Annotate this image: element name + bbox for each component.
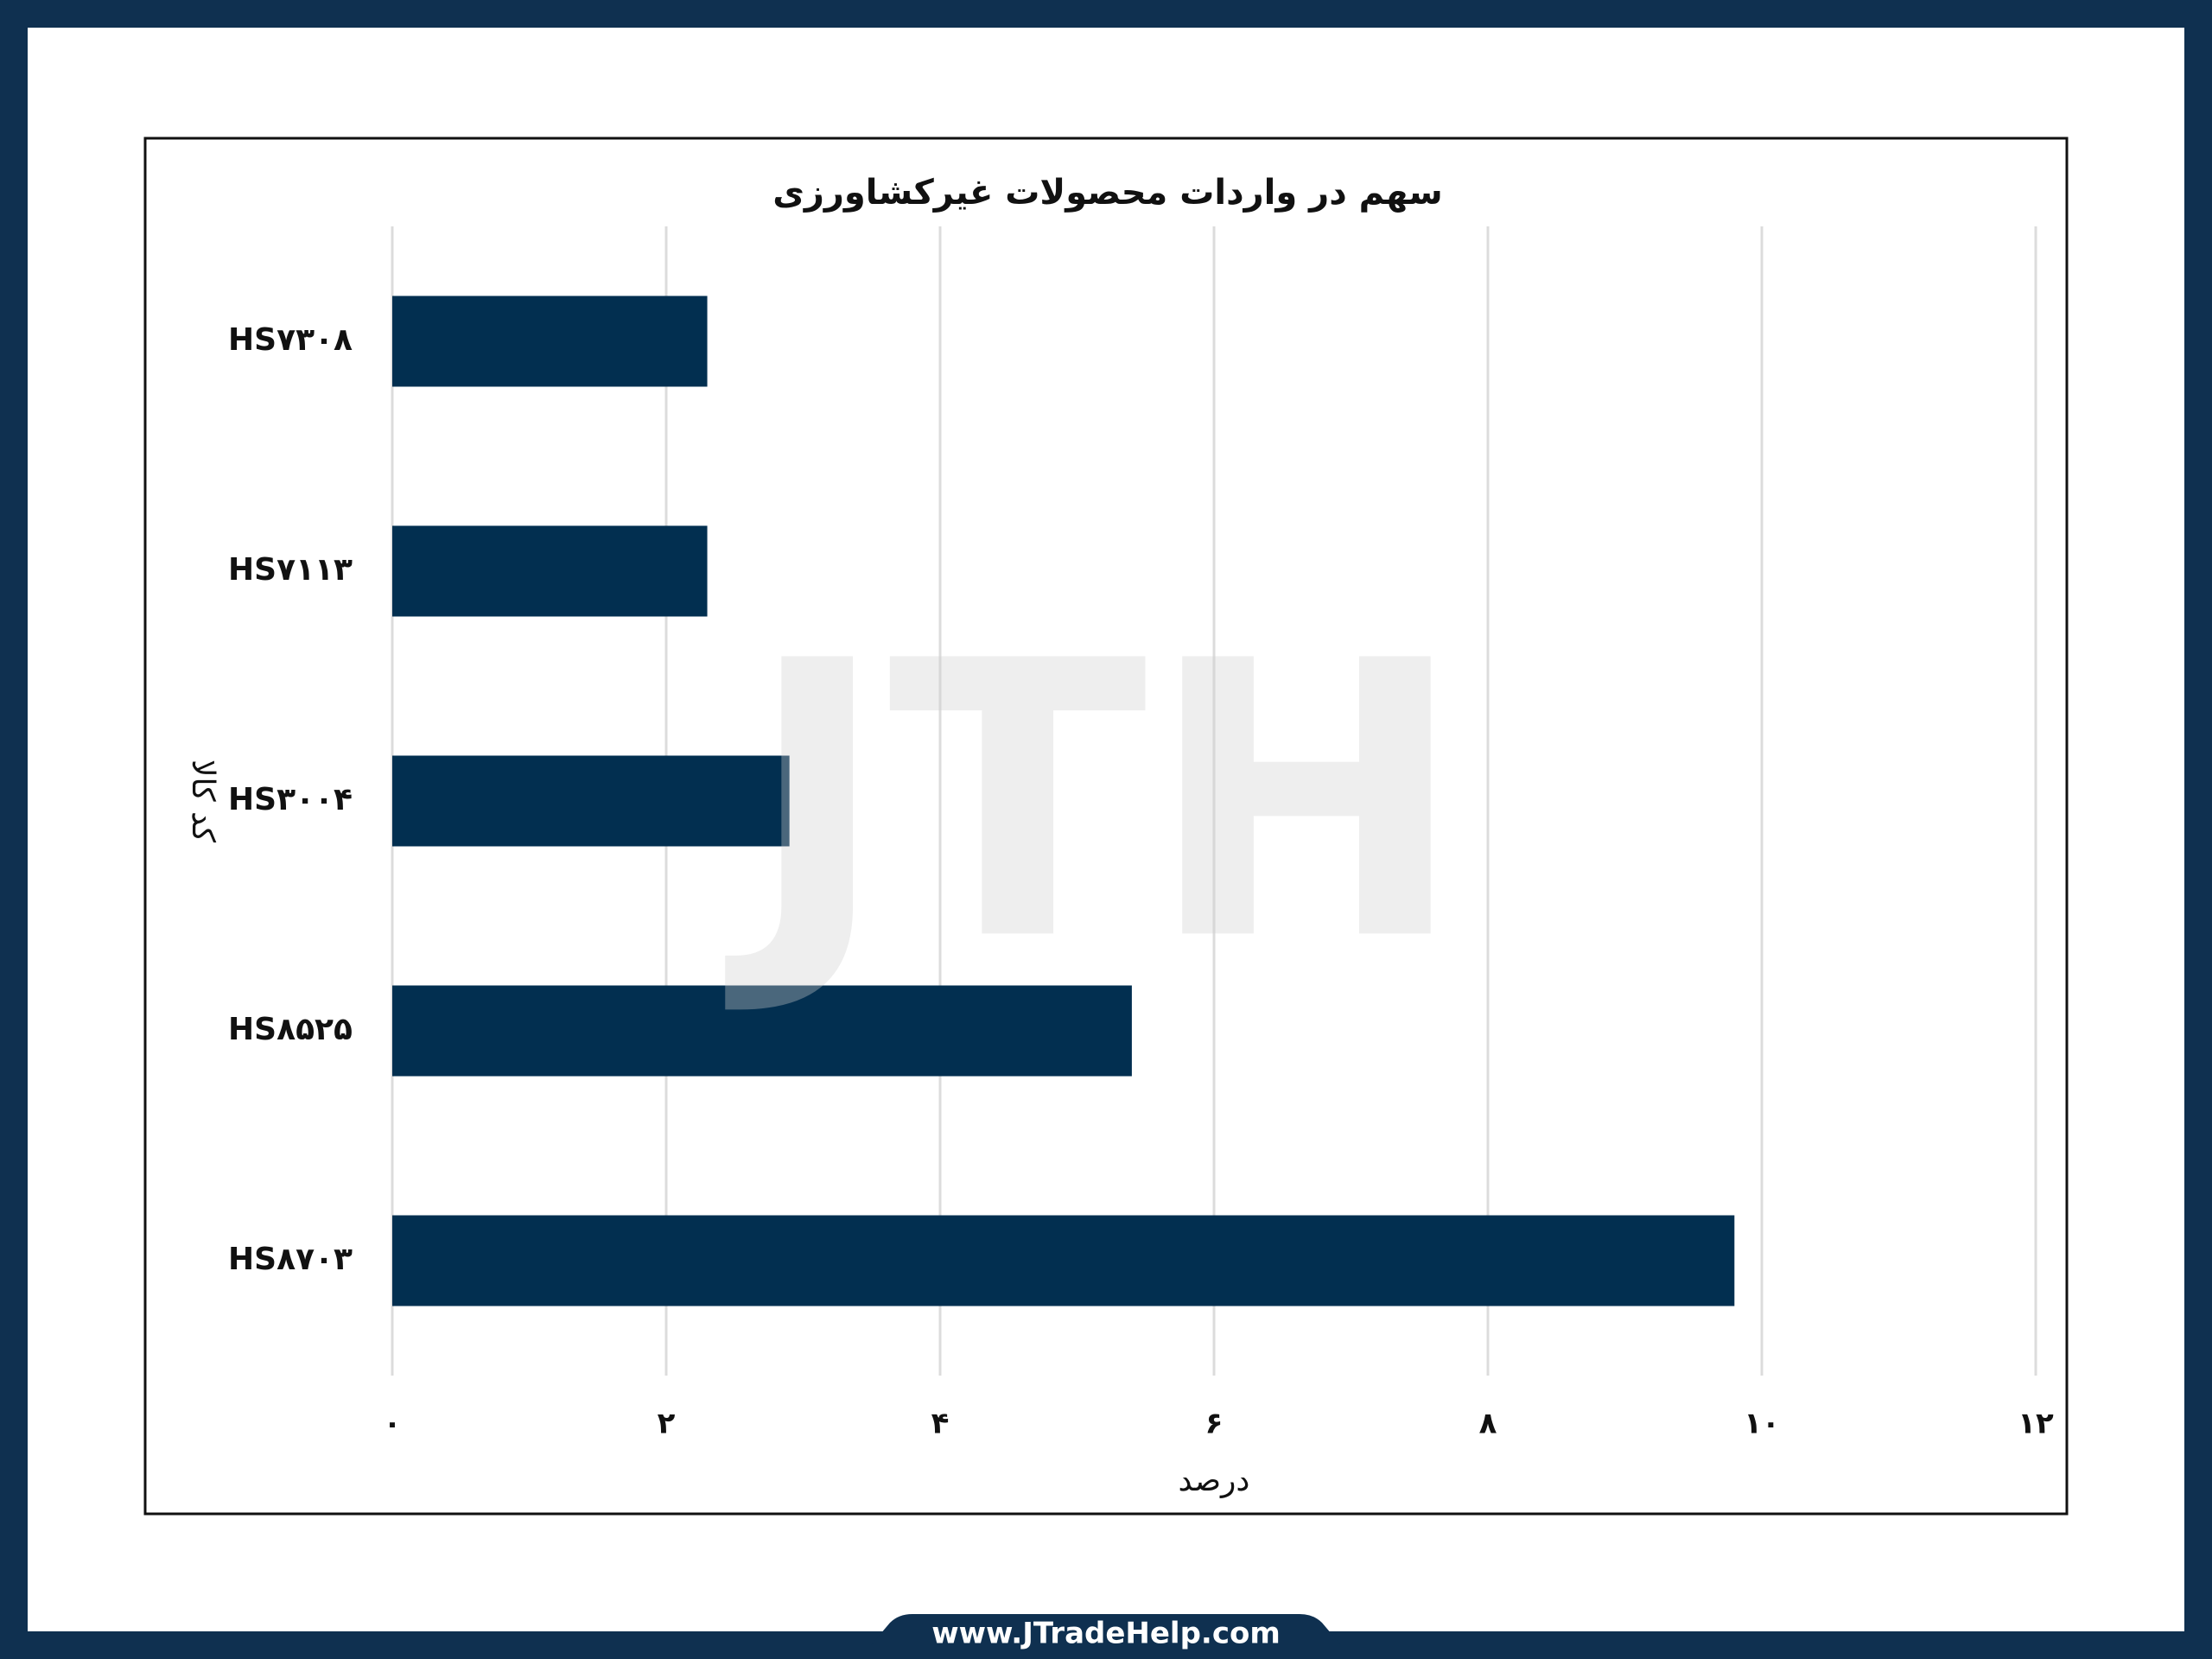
x-tick-label: ۱۰ <box>1744 1407 1780 1441</box>
x-tick-label: ۰ <box>384 1407 402 1441</box>
bar <box>392 525 708 617</box>
bar <box>392 1215 1735 1306</box>
bar <box>392 985 1132 1077</box>
x-tick-label: ۶ <box>1205 1407 1224 1441</box>
bar <box>392 755 790 847</box>
y-tick-label: HS۳۰۰۴ <box>228 782 353 817</box>
x-tick-label: ۱۲ <box>2018 1407 2054 1441</box>
x-tick-label: ۸ <box>1479 1407 1497 1441</box>
plot-area: ۰ ۲ ۴ ۶ ۸ ۱۰ ۱۲ HS۷۳۰۸ HS۷۱۱۳ HS۳۰۰۴ HS۸۵۲۵ HS۸۷۰۳ J… <box>228 226 2054 1441</box>
footer-url: www.JTradeHelp.com <box>931 1617 1281 1651</box>
y-tick-label: HS۸۷۰۳ <box>228 1242 353 1277</box>
x-axis-label: درصد <box>1179 1463 1250 1498</box>
y-tick-label: HS۸۵۲۵ <box>228 1012 353 1047</box>
y-axis-label: کد کالا <box>185 760 220 843</box>
y-tick-label: HS۷۳۰۸ <box>228 322 353 358</box>
bar <box>392 296 708 387</box>
chart-title: سهم در واردات محصولات غیرکشاورزی <box>772 173 1443 213</box>
watermark: JTH <box>722 581 1465 1023</box>
y-tick-label: HS۷۱۱۳ <box>228 552 353 588</box>
footer-tab <box>871 1614 1341 1645</box>
x-tick-label: ۲ <box>658 1407 676 1441</box>
x-tick-label: ۴ <box>931 1407 950 1441</box>
